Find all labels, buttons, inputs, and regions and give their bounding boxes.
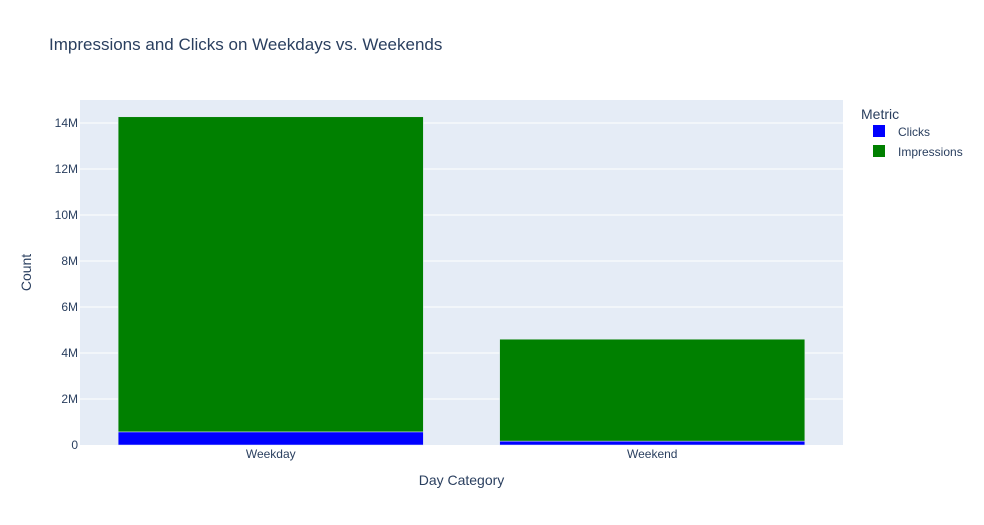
y-tick-label: 12M (55, 162, 78, 176)
y-axis-ticks: 0 2M 4M 6M 8M 10M 12M 14M (55, 116, 79, 452)
y-tick-label: 8M (61, 254, 78, 268)
chart-title: Impressions and Clicks on Weekdays vs. W… (49, 35, 442, 54)
legend-swatch-clicks (873, 125, 885, 137)
legend-swatch-impressions (873, 145, 885, 157)
y-tick-label: 14M (55, 116, 78, 130)
y-tick-label: 0 (71, 438, 78, 452)
y-tick-label: 10M (55, 208, 78, 222)
x-tick-label: Weekday (246, 447, 296, 461)
legend-label-clicks: Clicks (898, 125, 930, 139)
legend-title: Metric (861, 106, 899, 122)
bar-clicks-weekday (118, 432, 423, 445)
legend: Metric Clicks Impressions (861, 106, 963, 159)
x-axis-ticks: Weekday Weekend (246, 447, 678, 461)
y-tick-label: 4M (61, 346, 78, 360)
legend-label-impressions: Impressions (898, 145, 963, 159)
bar-impressions-weekend (500, 339, 805, 441)
x-axis-title: Day Category (419, 472, 505, 488)
y-axis-title: Count (18, 254, 34, 291)
y-tick-label: 6M (61, 300, 78, 314)
bar-impressions-weekday (118, 117, 423, 432)
x-tick-label: Weekend (627, 447, 677, 461)
y-tick-label: 2M (61, 392, 78, 406)
bar-clicks-weekend (500, 441, 805, 445)
